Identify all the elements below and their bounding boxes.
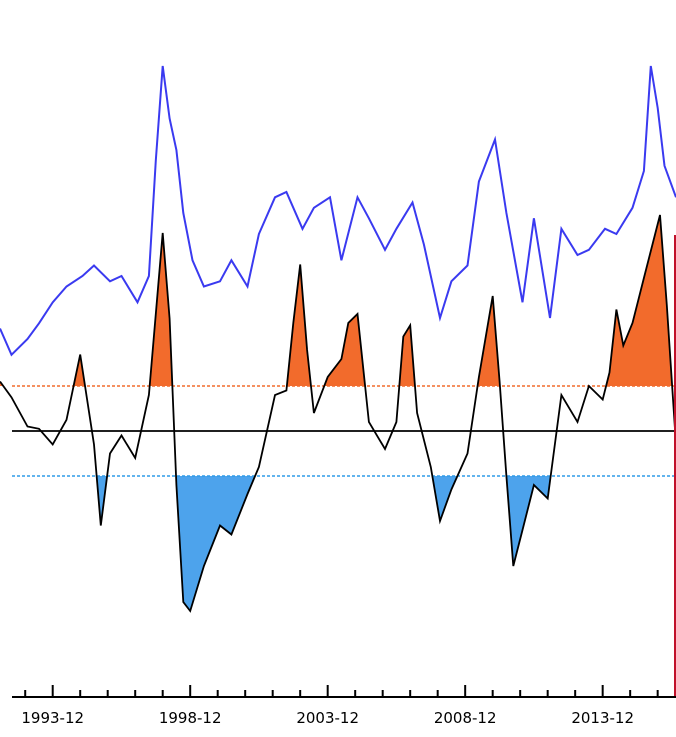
- x-axis-tick-labels: 1993-12 1998-12 2003-12 2008-12 2013-12: [21, 709, 634, 727]
- negative-anomaly-fill: [96, 476, 108, 526]
- x-tick-label: 1998-12: [159, 709, 222, 727]
- index-line: [0, 214, 676, 613]
- negative-anomaly-fill: [506, 476, 551, 566]
- upper-trace-line: [0, 65, 676, 357]
- x-tick-label: 2008-12: [434, 709, 497, 727]
- x-axis-ticks: [24, 685, 659, 697]
- positive-anomaly-fill: [73, 354, 85, 386]
- x-tick-label: 1993-12: [21, 709, 84, 727]
- positive-anomaly-fill: [324, 314, 366, 386]
- x-tick-label: 2013-12: [571, 709, 634, 727]
- positive-anomaly-fill: [149, 233, 173, 386]
- positive-anomaly-fill: [286, 264, 311, 386]
- negative-anomaly-fill: [176, 476, 256, 611]
- x-tick-label: 2003-12: [296, 709, 359, 727]
